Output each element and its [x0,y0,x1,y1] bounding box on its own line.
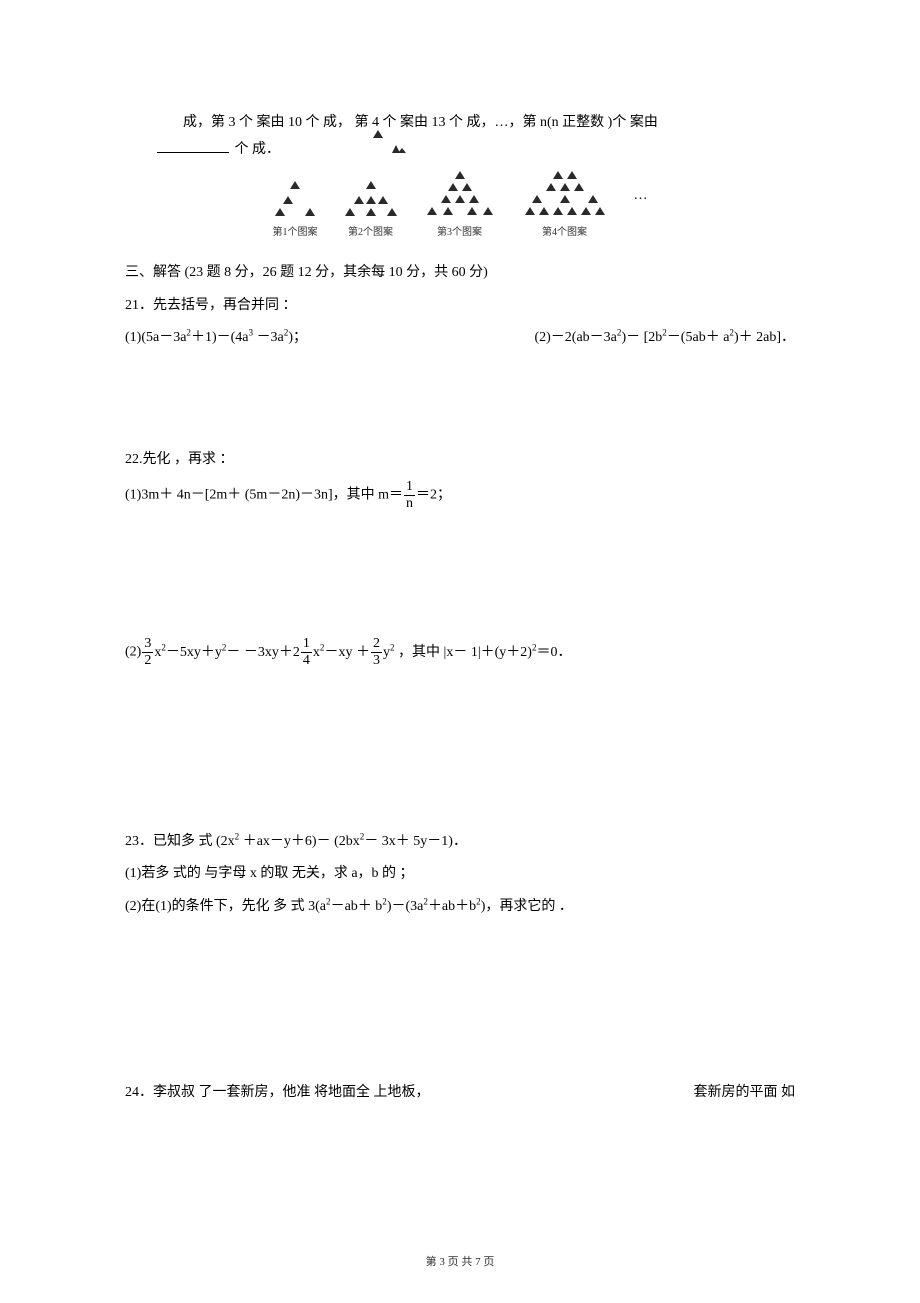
q22-part1: (1)3m＋ 4n－[2m＋ (5m－2n)－3n]，其中 m＝1n＝2； [125,480,795,512]
pattern-3-label: 第3个图案 [437,223,482,242]
frac-num: 1 [404,480,415,495]
para-text-2a: 个 成． [235,142,281,157]
frac-num: 2 [371,637,382,652]
frac-num: 3 [142,637,153,652]
fraction-2-3: 23 [371,637,382,668]
q23-line2: (1)若多 式的 与字母 x 的取 无关，求 a，b 的 ； [125,861,795,888]
pattern-1: 第1个图案 [273,181,318,242]
frac-den: 3 [371,652,382,668]
q24-line1-b: 套新房的平面 如 [694,1080,796,1107]
pattern-3-svg [424,171,496,219]
q22-p2-a: (2) [125,645,141,660]
q21-part2: (2)－2(ab－3a2)－ [2b2－(5ab＋ a2)＋ 2ab]． [534,325,795,352]
q23-line1: 23．已知多 式 (2x2 ＋ax－y＋6)－ (2bx2－ 3x＋ 5y－1)… [125,829,795,856]
pattern-3: 第3个图案 [424,171,496,242]
fraction-1-n: 1n [404,480,415,511]
pattern-2-label: 第2个图案 [348,223,393,242]
frac-den: 4 [301,652,312,668]
q23-line3: (2)在(1)的条件下，先化 多 式 3(a2－ab＋ b2)－(3a2＋ab＋… [125,894,795,921]
q22-p2-c: x2－xy ＋ [313,645,370,660]
q24-line1: 24．李叔叔 了一套新房，他准 将地面全 上地板， 套新房的平面 如 [125,1080,795,1107]
para-text-1b: 第 4 个 案由 13 个 成，…，第 n(n 正整数 )个 案由 [355,115,658,130]
pattern-4-label: 第4个图案 [542,223,587,242]
pattern-figure-row: 第1个图案 第2个图案 第3个图案 [125,171,795,242]
pattern-ellipsis: … [634,183,648,230]
pattern-4-svg [521,171,609,219]
q22-p2-d: y2 ，其中 |x－ 1|＋(y＋2)2＝0． [383,645,572,660]
frac-den: n [404,495,415,511]
q24-line1-a: 24．李叔叔 了一套新房，他准 将地面全 上地板， [125,1080,430,1107]
frac-den: 2 [142,652,153,668]
fraction-3-2: 32 [142,637,153,668]
frac-num: 1 [301,637,312,652]
q21-part1: (1)(5a－3a2＋1)－(4a3 －3a2)； [125,325,307,352]
q22-title: 22.先化 ，再求 ： [125,447,795,474]
pattern-2: 第2个图案 [343,181,399,242]
pattern-1-svg [275,181,315,219]
pattern-2-svg [343,181,399,219]
q22-p1-a: (1)3m＋ 4n－[2m＋ (5m－2n)－3n]，其中 m＝ [125,487,403,502]
q21-title: 21．先去括号，再合并同 ： [125,293,795,320]
pattern-4: 第4个图案 [521,171,609,242]
q22-part2: (2)32x2－5xy＋y2－ －3xy＋214x2－xy ＋23y2 ，其中 … [125,637,795,669]
fraction-1-4: 14 [301,637,312,668]
triangle-icon [345,122,383,149]
fill-blank [157,139,229,153]
section-3-title: 三、解答 (23 题 8 分，26 题 12 分，其余每 10 分，共 60 分… [125,260,795,287]
para-text-1a: 成，第 3 个 案由 10 个 成， [183,115,351,130]
page-footer: 第 3 页 共 7 页 [0,1252,920,1273]
q21-equations: (1)(5a－3a2＋1)－(4a3 －3a2)； (2)－2(ab－3a2)－… [125,325,795,352]
q22-p1-b: ＝2； [416,487,451,502]
paragraph-continuation: 成，第 3 个 案由 10 个 成， 第 4 个 案由 13 个 成，…，第 n… [125,110,795,163]
q22-p2-b: x2－5xy＋y2－ －3xy＋2 [154,645,300,660]
pattern-1-label: 第1个图案 [273,223,318,242]
